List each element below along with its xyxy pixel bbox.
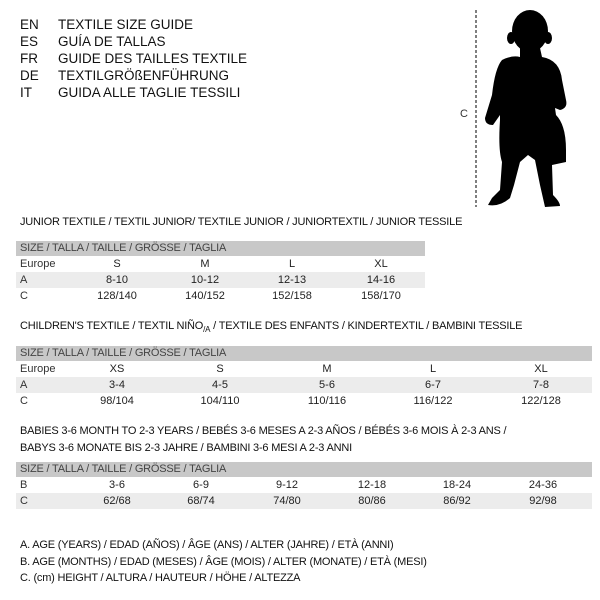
table-row: C 128/140 140/152 152/158 158/170 <box>16 288 425 304</box>
table-cell: M <box>200 258 210 270</box>
language-title: GUÍA DE TALLAS <box>58 34 166 49</box>
table-cell: 8-10 <box>105 274 129 286</box>
junior-size-table: SIZE / TALLA / TAILLE / GRÖSSE / TAGLIA … <box>16 241 425 304</box>
table-cell: 122/128 <box>521 395 561 407</box>
table-cell: 12-18 <box>357 479 387 491</box>
row-label: Europe <box>20 258 56 270</box>
row-label: C <box>20 395 28 407</box>
row-label: C <box>20 495 28 507</box>
table-cell: 68/74 <box>187 495 215 507</box>
table-cell: 9-12 <box>275 479 299 491</box>
language-title: GUIDA ALLE TAGLIE TESSILI <box>58 85 241 100</box>
language-title: TEXTILGRÖßENFÜHRUNG <box>58 68 230 83</box>
title-text: CHILDREN'S TEXTILE / TEXTIL NIÑO <box>20 320 204 332</box>
table-row: C 98/104 104/110 110/116 116/122 122/128 <box>16 393 592 409</box>
table-cell: 74/80 <box>273 495 301 507</box>
table-cell: S <box>216 363 224 375</box>
table-cell: 5-6 <box>319 379 335 391</box>
table-cell: 110/116 <box>307 395 347 407</box>
table-row: Europe S M L XL <box>16 256 425 272</box>
table-cell: XL <box>534 363 548 375</box>
table-cell: 10-12 <box>190 274 220 286</box>
children-section-title: CHILDREN'S TEXTILE / TEXTIL NIÑO/A / TEX… <box>20 320 522 334</box>
table-cell: XS <box>109 363 125 375</box>
table-header: SIZE / TALLA / TAILLE / GRÖSSE / TAGLIA <box>16 346 592 361</box>
table-row: A 8-10 10-12 12-13 14-16 <box>16 272 425 288</box>
row-label: B <box>20 479 28 491</box>
babies-section-title-line2: BABYS 3-6 MONATE BIS 2-3 JAHRE / BAMBINI… <box>20 442 352 454</box>
table-row: A 3-4 4-5 5-6 6-7 7-8 <box>16 377 592 393</box>
table-cell: 86/92 <box>443 495 471 507</box>
language-title: TEXTILE SIZE GUIDE <box>58 17 194 32</box>
language-code: DE <box>20 68 39 83</box>
table-row: C 62/68 68/74 74/80 80/86 86/92 92/98 <box>16 493 592 509</box>
language-code: FR <box>20 51 38 66</box>
table-cell: 6-9 <box>193 479 209 491</box>
table-cell: 6-7 <box>425 379 441 391</box>
table-cell: M <box>322 363 332 375</box>
title-subscript: /A <box>203 325 211 335</box>
babies-section-title-line1: BABIES 3-6 MONTH TO 2-3 YEARS / BEBÉS 3-… <box>20 425 507 437</box>
table-row: Europe XS S M L XL <box>16 361 592 377</box>
table-cell: XL <box>374 258 388 270</box>
language-code: ES <box>20 34 39 49</box>
table-header: SIZE / TALLA / TAILLE / GRÖSSE / TAGLIA <box>16 462 592 477</box>
babies-size-table: SIZE / TALLA / TAILLE / GRÖSSE / TAGLIA … <box>16 462 592 509</box>
abbreviation-legend: A. AGE (YEARS) / EDAD (AÑOS) / ÂGE (ANS)… <box>20 537 427 587</box>
table-cell: 4-5 <box>212 379 228 391</box>
legend-item-a: A. AGE (YEARS) / EDAD (AÑOS) / ÂGE (ANS)… <box>20 539 394 551</box>
legend-item-b: B. AGE (MONTHS) / EDAD (MESES) / ÂGE (MO… <box>20 555 427 568</box>
child-silhouette-figure <box>475 10 567 207</box>
junior-section-title: JUNIOR TEXTILE / TEXTIL JUNIOR/ TEXTILE … <box>20 216 463 228</box>
title-text: / TEXTILE DES ENFANTS / KINDERTEXTIL / B… <box>210 320 523 332</box>
table-cell: 80/86 <box>358 495 386 507</box>
language-code: EN <box>20 17 39 32</box>
table-cell: L <box>288 258 296 270</box>
table-cell: 3-6 <box>109 479 125 491</box>
table-cell: 104/110 <box>200 395 240 407</box>
table-header: SIZE / TALLA / TAILLE / GRÖSSE / TAGLIA <box>16 241 425 256</box>
table-cell: 116/122 <box>413 395 453 407</box>
table-cell: 92/98 <box>529 495 557 507</box>
table-cell: 128/140 <box>97 290 137 302</box>
table-cell: 7-8 <box>533 379 549 391</box>
row-label: A <box>20 274 28 286</box>
table-cell: 3-4 <box>109 379 125 391</box>
language-code: IT <box>20 85 32 100</box>
row-label: Europe <box>20 363 56 375</box>
table-cell: 152/158 <box>272 290 312 302</box>
table-cell: S <box>113 258 121 270</box>
table-cell: L <box>429 363 437 375</box>
table-cell: 12-13 <box>277 274 307 286</box>
table-cell: 24-36 <box>528 479 558 491</box>
row-label: C <box>20 290 28 302</box>
legend-item-c: C. (cm) HEIGHT / ALTURA / HAUTEUR / HÖHE… <box>20 572 301 584</box>
row-label: A <box>20 379 28 391</box>
table-cell: 62/68 <box>103 495 131 507</box>
children-size-table: SIZE / TALLA / TAILLE / GRÖSSE / TAGLIA … <box>16 346 592 409</box>
table-cell: 98/104 <box>100 395 134 407</box>
language-title: GUIDE DES TAILLES TEXTILE <box>58 51 248 66</box>
table-cell: 158/170 <box>361 290 401 302</box>
table-cell: 140/152 <box>185 290 225 302</box>
child-silhouette-icon <box>485 10 567 207</box>
height-label: C <box>460 108 468 120</box>
table-row: B 3-6 6-9 9-12 12-18 18-24 24-36 <box>16 477 592 493</box>
table-cell: 14-16 <box>366 274 396 286</box>
table-cell: 18-24 <box>442 479 472 491</box>
